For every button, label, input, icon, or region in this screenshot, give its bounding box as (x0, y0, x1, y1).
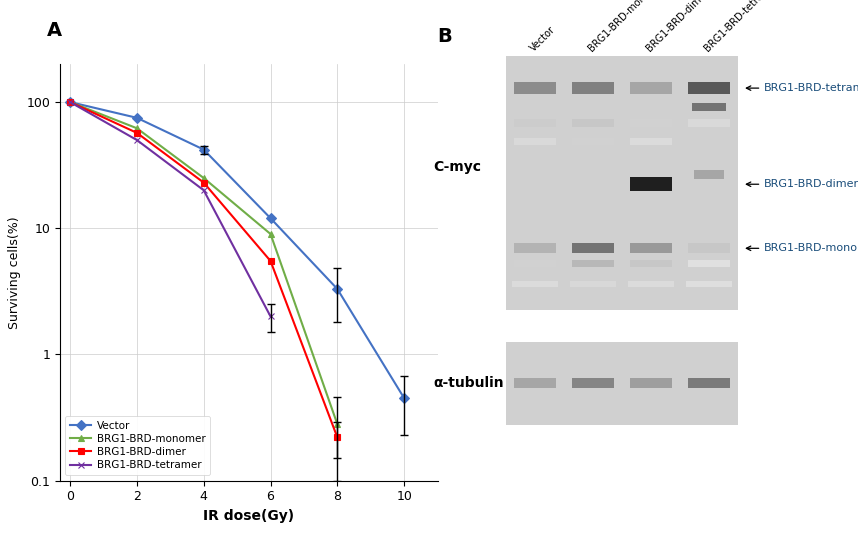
BRG1-BRD-monomer (332, 421, 342, 427)
Text: B: B (438, 27, 452, 46)
Bar (572, 82, 614, 94)
Line: BRG1-BRD-dimer: BRG1-BRD-dimer (67, 99, 341, 441)
Bar (514, 378, 556, 388)
BRG1-BRD-monomer (132, 125, 142, 131)
Bar (630, 82, 672, 94)
BRG1-BRD-dimer (65, 99, 76, 105)
Bar (572, 260, 614, 267)
Bar (688, 260, 730, 267)
Bar (506, 56, 738, 310)
Vector (65, 99, 76, 105)
Bar (514, 119, 556, 127)
Text: C-myc: C-myc (433, 160, 481, 174)
Bar (630, 260, 672, 267)
Bar (630, 119, 672, 127)
Bar (572, 138, 614, 145)
Bar (628, 281, 674, 287)
Bar (688, 119, 730, 127)
BRG1-BRD-tetramer (132, 137, 142, 143)
BRG1-BRD-dimer (332, 434, 342, 441)
Vector (198, 146, 208, 153)
Bar (630, 177, 672, 191)
Text: BRG1-BRD-dimer: BRG1-BRD-dimer (644, 0, 710, 53)
Line: BRG1-BRD-monomer: BRG1-BRD-monomer (67, 99, 341, 428)
Bar (514, 82, 556, 94)
BRG1-BRD-tetramer (265, 313, 275, 320)
BRG1-BRD-dimer (265, 258, 275, 264)
Bar (570, 281, 616, 287)
Bar (506, 342, 738, 425)
Bar (694, 170, 723, 179)
Vector (399, 395, 409, 402)
Bar (512, 281, 559, 287)
Line: Vector: Vector (67, 99, 408, 402)
BRG1-BRD-monomer (198, 175, 208, 181)
Bar (630, 244, 672, 253)
Bar (686, 281, 732, 287)
Bar (630, 378, 672, 388)
Bar (514, 244, 556, 253)
Text: Vector: Vector (529, 25, 557, 53)
Vector (265, 215, 275, 222)
BRG1-BRD-dimer (132, 130, 142, 136)
Bar (514, 138, 556, 145)
BRG1-BRD-tetramer (65, 99, 76, 105)
Bar (572, 119, 614, 127)
Bar (630, 138, 672, 145)
Text: BRG1-BRD-tetramer: BRG1-BRD-tetramer (764, 83, 858, 93)
Text: BRG1-BRD-monomer: BRG1-BRD-monomer (764, 244, 858, 253)
BRG1-BRD-monomer (265, 231, 275, 237)
Vector (332, 286, 342, 292)
Line: BRG1-BRD-tetramer: BRG1-BRD-tetramer (67, 99, 274, 320)
Text: BRG1-BRD-tetramer: BRG1-BRD-tetramer (702, 0, 778, 53)
Text: A: A (47, 21, 63, 41)
Vector (132, 115, 142, 121)
Text: BRG1-BRD-monomer: BRG1-BRD-monomer (586, 0, 665, 53)
Bar (572, 244, 614, 253)
Bar (692, 103, 726, 111)
Text: α-tubulin: α-tubulin (433, 376, 504, 390)
BRG1-BRD-monomer (65, 99, 76, 105)
BRG1-BRD-dimer (198, 179, 208, 186)
Y-axis label: Surviving cells(%): Surviving cells(%) (8, 216, 21, 328)
BRG1-BRD-tetramer (198, 187, 208, 193)
Bar (514, 260, 556, 267)
Bar (688, 82, 730, 94)
Bar (688, 378, 730, 388)
Bar (572, 378, 614, 388)
X-axis label: IR dose(Gy): IR dose(Gy) (203, 509, 294, 523)
Text: BRG1-BRD-dimer: BRG1-BRD-dimer (764, 179, 858, 189)
Legend: Vector, BRG1-BRD-monomer, BRG1-BRD-dimer, BRG1-BRD-tetramer: Vector, BRG1-BRD-monomer, BRG1-BRD-dimer… (65, 415, 210, 475)
Bar (688, 244, 730, 253)
